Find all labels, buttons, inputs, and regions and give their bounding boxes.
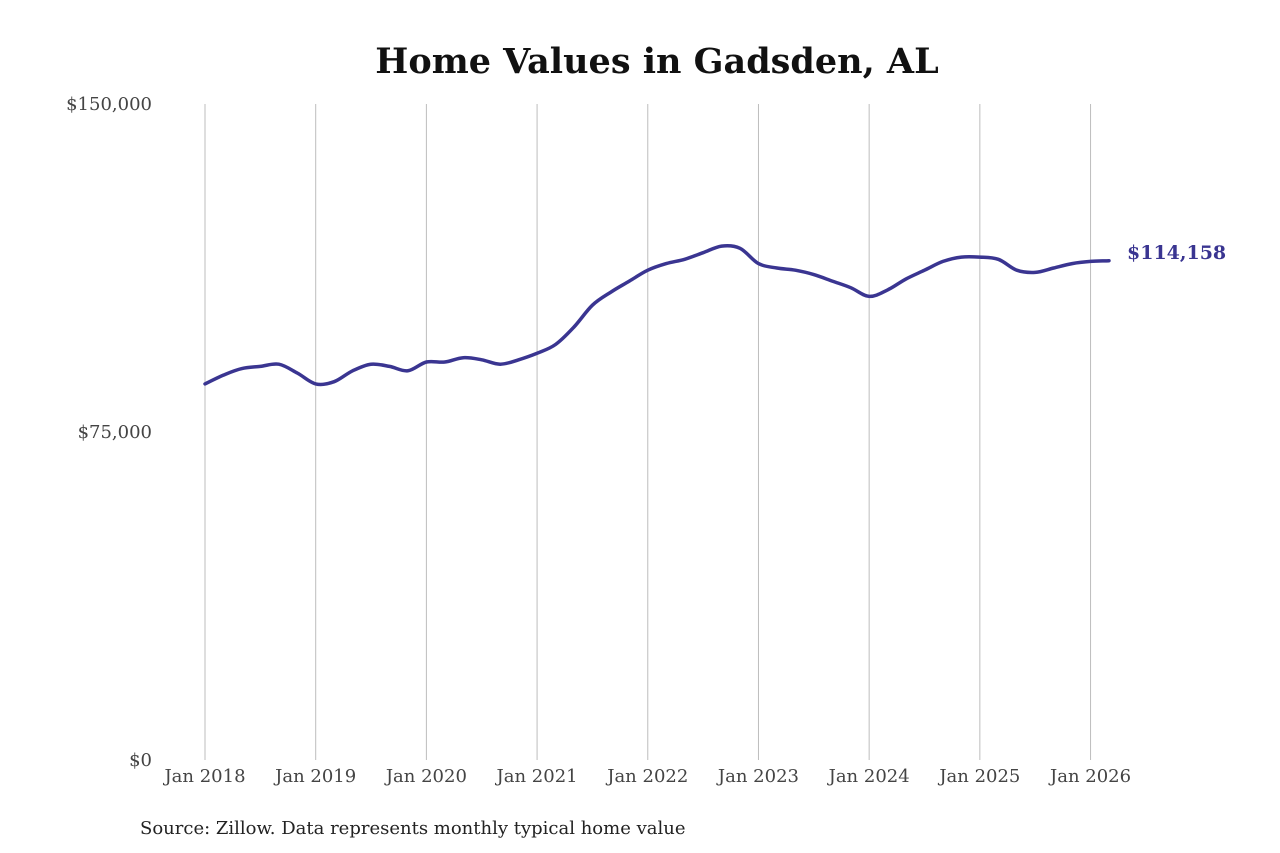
chart-title: Home Values in Gadsden, AL xyxy=(375,41,938,82)
y-tick-label: $150,000 xyxy=(66,94,152,115)
y-tick-label: $0 xyxy=(129,750,152,771)
x-axis-tick-labels: Jan 2018 Jan 2019 Jan 2020 Jan 2021 Jan 2022… xyxy=(162,766,1131,787)
x-tick-label: Jan 2021 xyxy=(495,766,578,787)
x-tick-label: Jan 2023 xyxy=(716,766,799,787)
series-layer xyxy=(203,243,1111,387)
x-tick-label: Jan 2019 xyxy=(273,766,356,787)
x-tick-label: Jan 2026 xyxy=(1048,766,1131,787)
x-tick-label: Jan 2020 xyxy=(384,766,467,787)
x-tick-label: Jan 2022 xyxy=(605,766,688,787)
end-value-label: $114,158 xyxy=(1127,242,1226,264)
y-axis-tick-labels: $150,000 $75,000 $0 xyxy=(66,94,152,771)
x-tick-label: Jan 2018 xyxy=(162,766,245,787)
y-tick-label: $75,000 xyxy=(78,422,152,443)
source-note: Source: Zillow. Data represents monthly … xyxy=(140,818,686,839)
x-tick-label: Jan 2025 xyxy=(937,766,1020,787)
series-line xyxy=(203,243,1111,387)
x-tick-label: Jan 2024 xyxy=(827,766,910,787)
gridlines xyxy=(204,104,1092,760)
